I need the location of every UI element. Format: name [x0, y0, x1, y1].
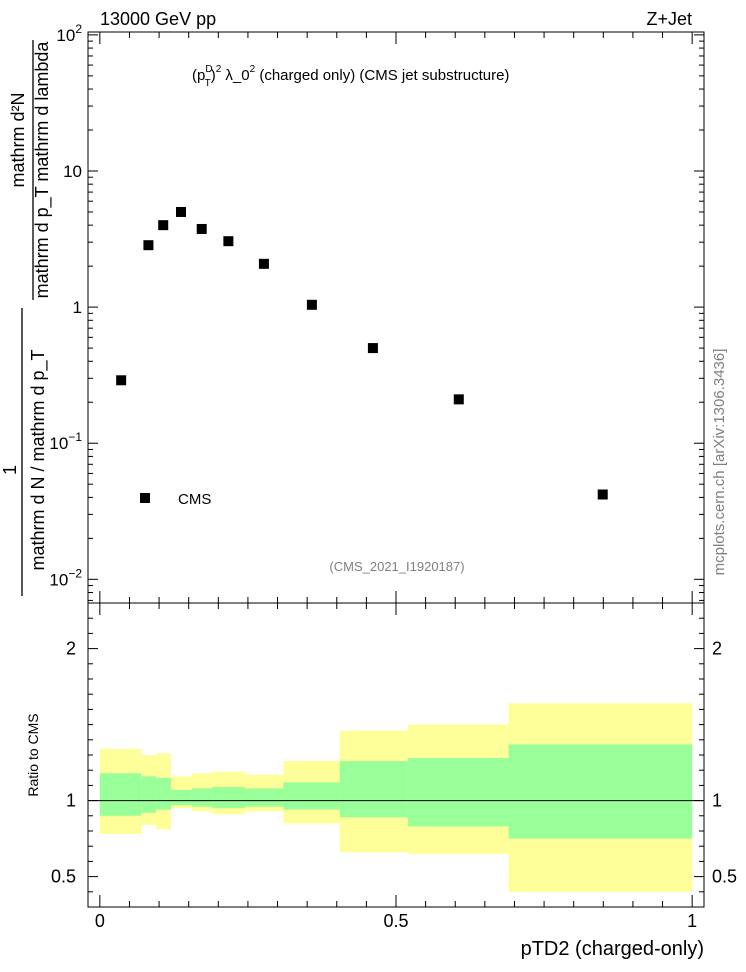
- title-sub-t: T: [205, 78, 211, 89]
- main-y-ticks: 102 10 1 10−1 10−2: [49, 22, 704, 603]
- band-inner-bin: [244, 788, 284, 807]
- y-tick-label: 102: [56, 22, 82, 45]
- band-inner-bin: [339, 761, 408, 818]
- y-tick-label: 10−1: [49, 430, 82, 453]
- title-sup-2: 2: [216, 64, 222, 75]
- band-inner-bin: [283, 782, 340, 810]
- ratio-y-tick-label-right: 2: [712, 639, 722, 659]
- data-point: [116, 375, 127, 386]
- ratio-y-tick-label-left: 2: [66, 639, 76, 659]
- analysis-id: (CMS_2021_I1920187): [329, 559, 464, 574]
- x-tick-label: 1: [687, 911, 697, 931]
- header-collision: 13000 GeV pp: [100, 9, 216, 29]
- ratio-y-tick-label-left: 1: [66, 791, 76, 811]
- main-plot-frame: [87, 31, 705, 604]
- legend-marker-cms: [140, 493, 150, 503]
- data-point: [143, 240, 154, 251]
- x-tick-label: 0: [95, 911, 105, 931]
- title-lambda: λ_0: [221, 67, 249, 84]
- band-inner-bin: [508, 744, 693, 839]
- ylabel-denominator: mathrm d N / mathrm d p_T: [28, 349, 49, 570]
- band-inner-bin: [156, 777, 171, 810]
- band-inner-bin: [99, 773, 142, 816]
- title-rest: (charged only) (CMS jet substructure): [255, 67, 509, 84]
- legend: CMS: [140, 491, 211, 508]
- header-process: Z+Jet: [646, 9, 692, 29]
- data-point: [258, 258, 269, 269]
- data-point: [597, 489, 608, 500]
- data-point: [175, 206, 186, 217]
- data-point: [367, 343, 378, 354]
- svg-text:(pDT)2 λ_02 (charged only) (CM: (pD T)2 λ_02 (charged only) (CMS jet subs…: [192, 64, 509, 89]
- data-point: [196, 223, 207, 234]
- band-inner-bin: [191, 788, 213, 807]
- ylabel-prefix: 1: [0, 465, 20, 475]
- y-tick-label: 10: [63, 162, 82, 181]
- cms-data-points: [116, 206, 608, 500]
- title-close: ): [211, 67, 216, 84]
- legend-label-cms: CMS: [178, 491, 211, 508]
- title-sup-d: D: [205, 64, 212, 75]
- y-tick-label: 1: [73, 298, 82, 317]
- main-y-axis-label: mathrm d²N mathrm d p_T mathrm d lambda …: [0, 40, 53, 596]
- main-plot-title: (pD T)2 λ_02 (charged only) (CMS jet subs…: [192, 64, 509, 89]
- ylabel-bottom: mathrm d p_T mathrm d lambda: [32, 41, 53, 299]
- x-tick-label: 0.5: [383, 911, 408, 931]
- ratio-y-tick-label-right: 0.5: [712, 867, 737, 887]
- band-inner-bin: [407, 758, 509, 827]
- ylabel-top: mathrm d²N: [8, 92, 28, 187]
- data-point: [158, 220, 169, 231]
- data-point: [306, 299, 317, 310]
- source-side-label: mcplots.cern.ch [arXiv:1306.3436]: [711, 349, 728, 576]
- y-tick-label: 10−2: [49, 566, 82, 589]
- data-point: [223, 236, 234, 247]
- ratio-uncertainty-bands: [99, 703, 693, 892]
- band-inner-bin: [212, 786, 245, 809]
- band-inner-bin: [170, 789, 192, 806]
- data-point: [453, 394, 464, 405]
- ratio-y-tick-label-right: 1: [712, 791, 722, 811]
- ratio-y-label: Ratio to CMS: [25, 713, 41, 796]
- ratio-axis-ticks: 0.5 0.5 1 1 2 2 0 0.5 1: [51, 602, 737, 931]
- title-p: (p: [192, 67, 205, 84]
- band-inner-bin: [141, 776, 157, 813]
- title-sup-2b: 2: [250, 64, 256, 75]
- x-axis-label: pTD2 (charged-only): [521, 938, 704, 960]
- ratio-y-tick-label-left: 0.5: [51, 867, 76, 887]
